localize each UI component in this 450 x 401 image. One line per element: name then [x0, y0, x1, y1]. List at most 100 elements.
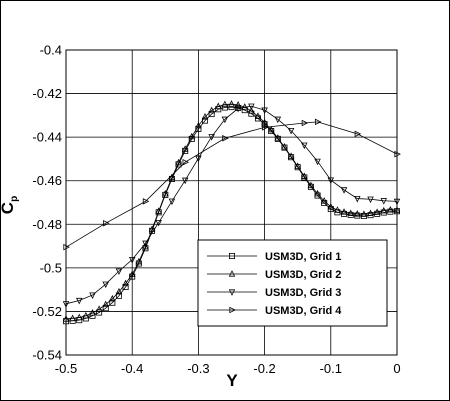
data-point-marker [314, 189, 321, 197]
data-point-marker [181, 145, 189, 152]
plot-area [65, 49, 398, 356]
series-layer [62, 100, 401, 325]
data-point-marker [234, 101, 242, 108]
data-point-marker [254, 112, 262, 119]
data-point-marker [75, 297, 83, 305]
data-point-marker [261, 107, 268, 115]
data-point-marker [122, 279, 129, 287]
data-point-marker [229, 306, 236, 314]
data-point-marker [373, 208, 381, 215]
data-point-marker [354, 130, 362, 138]
data-point-marker [327, 177, 335, 184]
data-point-marker [327, 202, 335, 210]
data-point-marker [367, 196, 374, 204]
data-point-marker [142, 198, 150, 205]
y-tick-label: -0.44 [32, 130, 62, 145]
data-point-marker [274, 134, 282, 141]
data-point-marker [288, 154, 295, 161]
data-point-marker [248, 107, 255, 114]
series-line [65, 103, 398, 320]
data-point-marker [314, 118, 322, 126]
y-tick-label: -0.42 [32, 86, 62, 101]
data-point-marker [162, 189, 169, 197]
data-point-marker [393, 206, 401, 213]
data-point-marker [142, 240, 149, 248]
x-tick-label: -0.3 [187, 361, 209, 376]
data-point-marker [228, 252, 235, 259]
y-tick-label: -0.4 [40, 43, 62, 58]
data-point-marker [115, 292, 122, 299]
data-point-marker [274, 116, 282, 124]
data-point-marker [248, 103, 255, 111]
data-point-marker [208, 106, 215, 114]
legend-label: USM3D, Grid 3 [265, 287, 341, 299]
y-tick-label: -0.5 [40, 260, 62, 275]
data-point-marker [281, 144, 288, 151]
data-point-marker [340, 187, 348, 194]
data-point-marker [354, 195, 361, 203]
data-point-marker [281, 143, 288, 150]
data-point-marker [155, 207, 162, 214]
data-point-marker [221, 116, 229, 124]
data-point-marker [228, 270, 236, 277]
data-point-marker [89, 292, 96, 299]
data-point-marker [234, 105, 242, 113]
data-point-marker [314, 158, 321, 166]
series-2 [62, 100, 401, 322]
legend-label: USM3D, Grid 1 [265, 251, 341, 263]
x-tick-label: 0 [393, 361, 400, 376]
data-point-marker [168, 198, 176, 206]
data-point-marker [393, 208, 400, 215]
x-tick-label: -0.4 [121, 361, 143, 376]
data-point-marker [221, 100, 229, 108]
data-point-marker [221, 104, 228, 111]
data-point-marker [208, 134, 215, 141]
series-3 [62, 103, 401, 308]
data-point-marker [182, 158, 190, 166]
y-tick-label: -0.46 [32, 173, 62, 188]
y-axis-label-subscript: p [9, 196, 20, 202]
data-point-marker [115, 268, 123, 276]
data-point-marker [82, 311, 90, 319]
series-line [65, 121, 398, 248]
legend-label: USM3D, Grid 4 [265, 305, 342, 317]
data-point-marker [208, 111, 215, 118]
data-point-marker [334, 206, 341, 213]
data-point-marker [109, 299, 116, 306]
data-point-marker [274, 135, 281, 142]
data-point-marker [102, 300, 109, 308]
data-point-marker [148, 225, 156, 232]
y-tick-label: -0.48 [32, 217, 62, 232]
data-point-marker [241, 103, 248, 110]
legend-item: USM3D, Grid 3 [207, 287, 341, 299]
data-point-marker [354, 210, 361, 217]
x-tick-label: -0.5 [55, 361, 77, 376]
series-4 [63, 118, 401, 251]
data-point-marker [109, 294, 116, 302]
x-tick-label: -0.1 [320, 361, 342, 376]
data-point-marker [155, 219, 162, 227]
data-point-marker [294, 162, 301, 169]
legend: USM3D, Grid 1 USM3D, Grid 2 USM3D, Grid 3 U… [197, 239, 388, 327]
data-point-marker [155, 209, 162, 216]
data-point-marker [301, 119, 309, 127]
data-point-marker [128, 270, 136, 277]
data-point-marker [320, 197, 328, 204]
data-point-marker [267, 125, 275, 133]
data-point-marker [102, 305, 109, 312]
data-point-marker [261, 124, 269, 131]
x-axis: -0.5 -0.4 -0.3 -0.2 -0.1 0 [55, 361, 401, 376]
data-point-marker [89, 309, 96, 316]
data-point-marker [135, 257, 143, 265]
data-point-marker [228, 104, 235, 111]
data-point-marker [387, 206, 394, 213]
data-point-marker [63, 243, 70, 251]
data-point-marker [175, 158, 182, 166]
data-point-marker [307, 181, 315, 189]
legend-item: USM3D, Grid 1 [207, 251, 341, 263]
data-point-marker [360, 210, 368, 217]
data-point-marker [347, 209, 354, 216]
legend-label: USM3D, Grid 2 [265, 269, 341, 281]
data-point-marker [380, 198, 388, 205]
data-point-marker [228, 100, 235, 107]
